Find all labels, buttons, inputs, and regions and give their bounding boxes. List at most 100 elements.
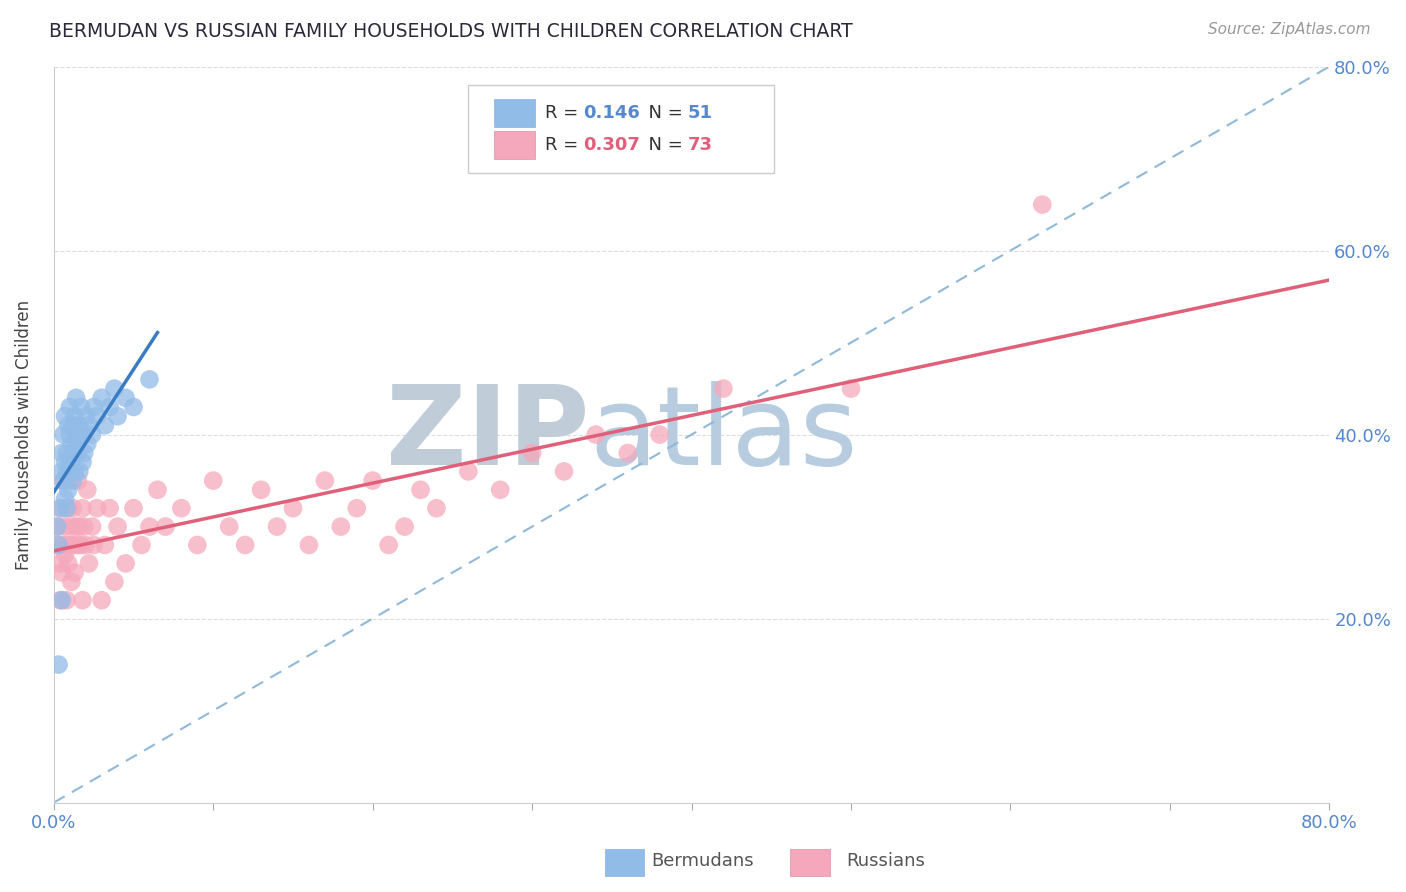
Point xyxy=(55,446,77,460)
Text: R =: R = xyxy=(546,136,583,154)
Point xyxy=(52,474,75,488)
Point xyxy=(51,446,73,460)
Point xyxy=(66,538,89,552)
Point xyxy=(90,593,112,607)
Point xyxy=(103,574,125,589)
Point xyxy=(66,446,89,460)
Point xyxy=(839,382,862,396)
Text: R =: R = xyxy=(546,104,583,122)
Point xyxy=(76,437,98,451)
Point xyxy=(59,464,82,478)
Point xyxy=(48,538,70,552)
Point xyxy=(55,538,77,552)
Point xyxy=(155,519,177,533)
Point xyxy=(60,437,83,451)
Point xyxy=(94,538,117,552)
Point xyxy=(66,427,89,442)
Point xyxy=(53,519,76,533)
Point xyxy=(59,474,82,488)
Text: N =: N = xyxy=(637,136,688,154)
Text: Russians: Russians xyxy=(846,852,925,870)
Point xyxy=(62,446,84,460)
Point xyxy=(72,455,94,469)
Point xyxy=(49,501,72,516)
Text: 0.146: 0.146 xyxy=(583,104,640,122)
Point xyxy=(107,409,129,424)
Point xyxy=(51,501,73,516)
Point xyxy=(114,557,136,571)
Point xyxy=(250,483,273,497)
Point xyxy=(62,501,84,516)
Point xyxy=(648,427,671,442)
Point xyxy=(55,464,77,478)
Point xyxy=(55,501,77,516)
Point xyxy=(48,657,70,672)
Point xyxy=(298,538,321,552)
Point xyxy=(65,519,87,533)
Point xyxy=(138,372,160,386)
Point xyxy=(51,566,73,580)
Point xyxy=(90,391,112,405)
Point xyxy=(60,519,83,533)
Point xyxy=(98,501,121,516)
Point xyxy=(67,418,90,433)
Point xyxy=(53,547,76,561)
Point xyxy=(713,382,735,396)
Point xyxy=(314,474,336,488)
FancyBboxPatch shape xyxy=(494,99,534,127)
Point xyxy=(65,391,87,405)
Point xyxy=(59,400,82,414)
Point xyxy=(266,519,288,533)
Point xyxy=(457,464,479,478)
Point xyxy=(67,464,90,478)
FancyBboxPatch shape xyxy=(605,849,644,876)
Point xyxy=(60,574,83,589)
Point xyxy=(65,437,87,451)
Point xyxy=(62,474,84,488)
Point xyxy=(218,519,240,533)
Point xyxy=(56,557,79,571)
Point xyxy=(138,519,160,533)
Point xyxy=(98,400,121,414)
Point xyxy=(52,474,75,488)
Point xyxy=(73,519,96,533)
Point xyxy=(49,593,72,607)
Point xyxy=(77,418,100,433)
FancyBboxPatch shape xyxy=(468,85,775,173)
Point xyxy=(82,519,104,533)
Point xyxy=(107,519,129,533)
Point xyxy=(76,483,98,497)
Point xyxy=(329,519,352,533)
Text: Bermudans: Bermudans xyxy=(652,852,754,870)
Text: atlas: atlas xyxy=(589,381,858,488)
Point xyxy=(62,418,84,433)
Point xyxy=(425,501,447,516)
Point xyxy=(52,538,75,552)
Point xyxy=(94,418,117,433)
Point xyxy=(70,538,93,552)
Text: 51: 51 xyxy=(688,104,713,122)
Point xyxy=(56,483,79,497)
Point xyxy=(66,474,89,488)
Point xyxy=(122,400,145,414)
Point xyxy=(146,483,169,497)
FancyBboxPatch shape xyxy=(790,849,830,876)
Y-axis label: Family Households with Children: Family Households with Children xyxy=(15,300,32,570)
Point xyxy=(49,557,72,571)
Point xyxy=(48,519,70,533)
Point xyxy=(63,566,86,580)
Point xyxy=(83,538,105,552)
Point xyxy=(59,427,82,442)
Point xyxy=(56,418,79,433)
Point xyxy=(377,538,399,552)
Point xyxy=(489,483,512,497)
Point xyxy=(281,501,304,516)
Point xyxy=(72,501,94,516)
Point xyxy=(46,538,69,552)
Point xyxy=(170,501,193,516)
Point xyxy=(51,593,73,607)
Text: 0.307: 0.307 xyxy=(583,136,640,154)
Point xyxy=(86,409,108,424)
Point xyxy=(51,464,73,478)
Point xyxy=(394,519,416,533)
